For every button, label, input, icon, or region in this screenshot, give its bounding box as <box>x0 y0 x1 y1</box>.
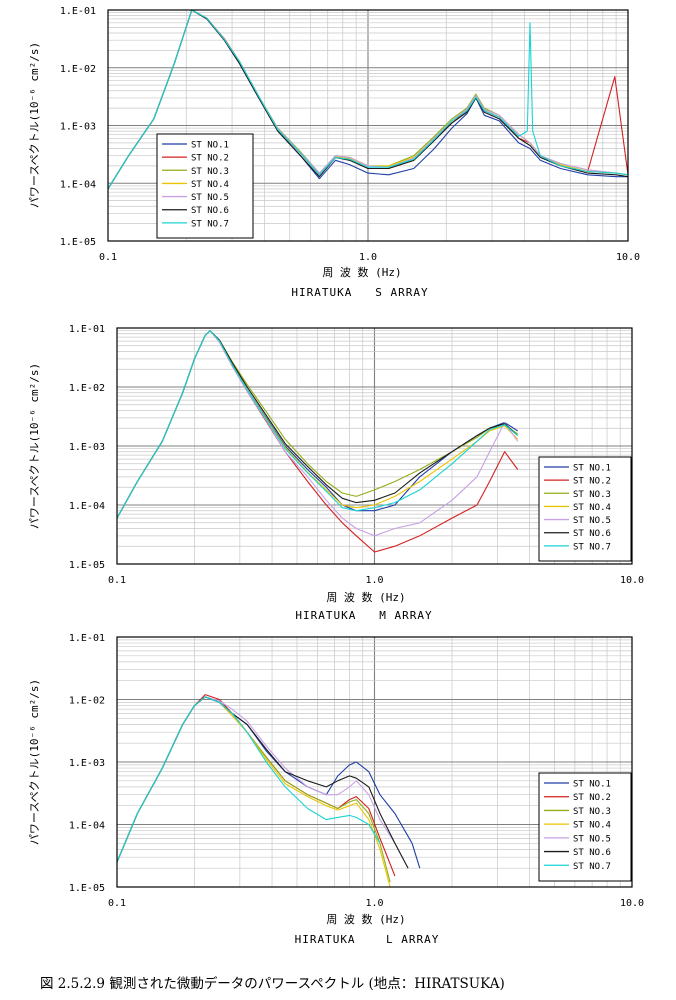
legend-box <box>156 133 254 239</box>
legend-label: ST NO.7 <box>191 219 229 229</box>
y-tick-label: 1.E-02 <box>60 64 96 75</box>
x-tick-label: 1.0 <box>365 575 383 586</box>
y-tick-label: 1.E-02 <box>69 383 105 394</box>
y-tick-label: 1.E-01 <box>60 6 96 17</box>
x-tick-label: 0.1 <box>108 575 126 586</box>
y-tick-label: 1.E-04 <box>60 179 96 190</box>
y-tick-label: 1.E-05 <box>69 883 105 894</box>
series-line-st-no-7 <box>107 9 629 190</box>
legend-label: ST NO.1 <box>573 464 611 474</box>
x-tick-label: 10.0 <box>616 252 640 263</box>
legend-label: ST NO.2 <box>191 154 229 164</box>
legend: ST NO.1 ST NO.2 ST NO.3 ST NO.4 ST NO.5 ST NO… <box>538 772 632 882</box>
y-tick-label: 1.E-05 <box>69 560 105 571</box>
legend-label: ST NO.1 <box>191 141 229 151</box>
chart-title: HIRATUKA L ARRAY <box>295 933 440 946</box>
legend-label: ST NO.3 <box>573 490 611 500</box>
y-tick-label: 1.E-01 <box>69 633 105 644</box>
x-tick-label: 1.0 <box>365 898 383 909</box>
series-line-st-no-7 <box>116 696 381 863</box>
y-tick-label: 1.E-05 <box>60 237 96 248</box>
legend-label: ST NO.4 <box>191 180 229 190</box>
legend-box <box>538 456 632 562</box>
legend-label: ST NO.3 <box>191 167 229 177</box>
y-axis-label: パワースペクトル(10⁻⁶ cm²/s) <box>28 363 41 529</box>
legend-label: ST NO.5 <box>573 516 611 526</box>
legend-label: ST NO.6 <box>191 206 229 216</box>
chart-3: 0.1 1.0 10.0 1.E-05 1.E-04 1.E-03 1.E-02 1.E-01… <box>28 633 644 946</box>
y-tick-label: 1.E-04 <box>69 501 105 512</box>
legend-label: ST NO.3 <box>573 807 611 817</box>
legend-label: ST NO.7 <box>573 542 611 552</box>
x-tick-label: 0.1 <box>99 252 117 263</box>
plot-frame <box>107 9 629 242</box>
legend-label: ST NO.6 <box>573 529 611 539</box>
y-tick-label: 1.E-03 <box>60 122 96 133</box>
legend-label: ST NO.7 <box>573 862 611 872</box>
y-tick-label: 1.E-02 <box>69 696 105 707</box>
legend-box <box>538 772 632 882</box>
plot-frame <box>116 636 633 888</box>
y-tick-label: 1.E-04 <box>69 821 105 832</box>
x-axis-label: 周 波 数 (Hz) <box>326 591 405 604</box>
chart-1: 0.1 1.0 10.0 1.E-05 1.E-04 1.E-03 1.E-02 1.E-01… <box>28 6 640 299</box>
legend: ST NO.1 ST NO.2 ST NO.3 ST NO.4 ST NO.5 ST NO… <box>156 133 254 239</box>
legend-label: ST NO.6 <box>573 848 611 858</box>
series-line-st-no-7 <box>116 330 519 519</box>
grid <box>108 10 628 241</box>
legend-label: ST NO.5 <box>191 193 229 203</box>
legend-label: ST NO.2 <box>573 793 611 803</box>
y-tick-label: 1.E-03 <box>69 758 105 769</box>
y-tick-label: 1.E-01 <box>69 324 105 335</box>
legend-label: ST NO.2 <box>573 477 611 487</box>
legend-label: ST NO.4 <box>573 503 611 513</box>
y-axis-label: パワースペクトル(10⁻⁶ cm²/s) <box>28 42 41 208</box>
x-tick-label: 1.0 <box>359 252 377 263</box>
x-tick-label: 10.0 <box>620 898 644 909</box>
chart-title: HIRATUKA M ARRAY <box>295 609 432 622</box>
x-tick-label: 0.1 <box>108 898 126 909</box>
legend: ST NO.1 ST NO.2 ST NO.3 ST NO.4 ST NO.5 ST NO… <box>538 456 632 562</box>
plot-frame <box>116 327 633 565</box>
chart-2: 0.1 1.0 10.0 1.E-05 1.E-04 1.E-03 1.E-02 1.E-01… <box>28 324 644 622</box>
chart-title: HIRATUKA S ARRAY <box>291 286 428 299</box>
figure-caption: 図 2.5.2.9 観測された微動データのパワースペクトル (地点：HIRATS… <box>40 976 505 992</box>
x-axis-label: 周 波 数 (Hz) <box>326 913 405 926</box>
x-tick-label: 10.0 <box>620 575 644 586</box>
legend-label: ST NO.4 <box>573 821 611 831</box>
legend-label: ST NO.5 <box>573 834 611 844</box>
legend-label: ST NO.1 <box>573 780 611 790</box>
y-axis-label: パワースペクトル(10⁻⁶ cm²/s) <box>28 679 41 845</box>
x-axis-label: 周 波 数 (Hz) <box>322 266 401 279</box>
y-tick-label: 1.E-03 <box>69 442 105 453</box>
